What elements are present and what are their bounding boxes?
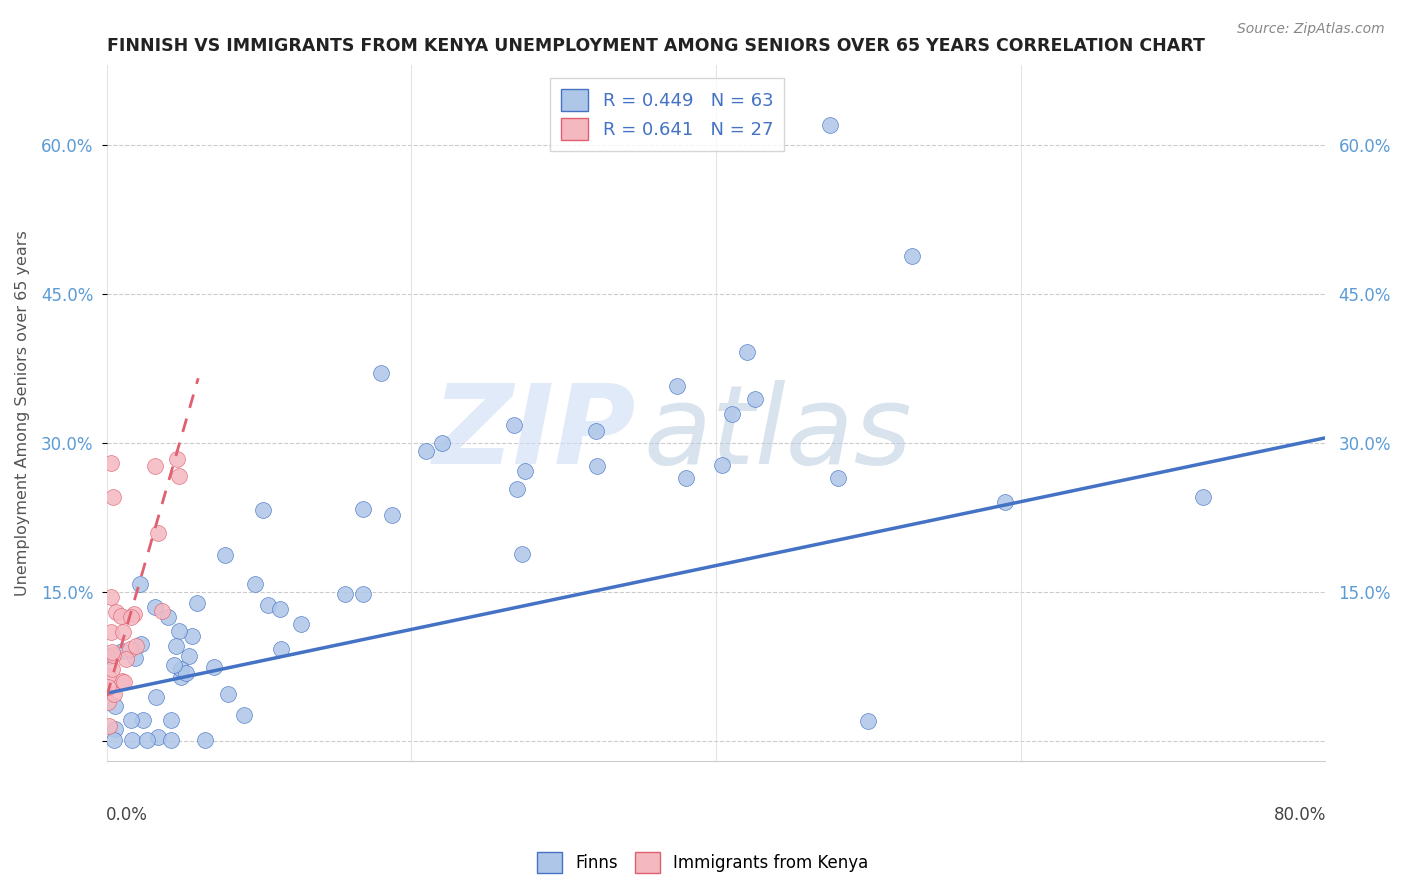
Point — [858, 714, 880, 728]
Point — [100, 625, 122, 640]
Point — [381, 508, 404, 522]
Point — [827, 470, 849, 484]
Point — [143, 459, 166, 474]
Point — [217, 687, 239, 701]
Point — [243, 577, 266, 591]
Point — [111, 643, 134, 657]
Point — [111, 674, 134, 689]
Point — [335, 586, 357, 600]
Point — [100, 456, 122, 470]
Point — [820, 118, 842, 132]
Point — [136, 733, 159, 747]
Point — [165, 640, 187, 654]
Point — [232, 708, 254, 723]
Point — [179, 649, 201, 664]
Point — [502, 418, 524, 433]
Point — [735, 344, 758, 359]
Point — [115, 651, 138, 665]
Point — [120, 610, 142, 624]
Point — [515, 465, 537, 479]
Point — [180, 629, 202, 643]
Point — [744, 392, 766, 407]
Point — [352, 587, 374, 601]
Point — [290, 617, 312, 632]
Point — [204, 660, 226, 674]
Point — [585, 458, 607, 473]
Point — [121, 733, 143, 747]
Text: FINNISH VS IMMIGRANTS FROM KENYA UNEMPLOYMENT AMONG SENIORS OVER 65 YEARS CORREL: FINNISH VS IMMIGRANTS FROM KENYA UNEMPLO… — [107, 37, 1205, 55]
Point — [166, 451, 188, 466]
Point — [105, 605, 128, 619]
Legend: R = 0.449   N = 63, R = 0.641   N = 27: R = 0.449 N = 63, R = 0.641 N = 27 — [550, 78, 785, 151]
Point — [148, 525, 170, 540]
Point — [145, 599, 167, 614]
Point — [103, 687, 125, 701]
Point — [110, 609, 132, 624]
Point — [167, 624, 190, 639]
Legend: Finns, Immigrants from Kenya: Finns, Immigrants from Kenya — [530, 846, 876, 880]
Point — [270, 641, 292, 656]
Point — [97, 695, 120, 709]
Point — [666, 379, 689, 393]
Point — [129, 636, 152, 650]
Point — [252, 503, 274, 517]
Point — [167, 468, 190, 483]
Point — [103, 648, 125, 662]
Point — [711, 458, 734, 472]
Point — [415, 444, 437, 458]
Point — [506, 482, 529, 496]
Point — [186, 596, 208, 610]
Point — [97, 680, 120, 694]
Point — [145, 690, 167, 704]
Point — [257, 598, 280, 612]
Point — [370, 366, 392, 380]
Text: atlas: atlas — [643, 380, 911, 487]
Point — [1192, 491, 1215, 505]
Text: Source: ZipAtlas.com: Source: ZipAtlas.com — [1237, 22, 1385, 37]
Point — [125, 639, 148, 653]
Point — [160, 733, 183, 747]
Point — [194, 733, 217, 747]
Point — [174, 666, 197, 681]
Point — [120, 713, 142, 727]
Point — [585, 424, 607, 438]
Point — [901, 249, 924, 263]
Point — [101, 662, 124, 676]
Point — [104, 699, 127, 714]
Point — [214, 548, 236, 562]
Point — [132, 714, 155, 728]
Point — [129, 576, 152, 591]
Point — [150, 604, 173, 618]
Point — [170, 662, 193, 676]
Point — [122, 607, 145, 621]
Point — [112, 675, 135, 690]
Point — [100, 590, 122, 604]
Point — [97, 669, 120, 683]
Point — [118, 641, 141, 656]
Point — [124, 651, 146, 665]
Point — [430, 435, 453, 450]
Point — [352, 502, 374, 516]
Point — [104, 722, 127, 736]
Text: ZIP: ZIP — [433, 380, 637, 487]
Point — [269, 601, 291, 615]
Point — [721, 407, 744, 421]
Point — [112, 624, 135, 639]
Point — [170, 670, 193, 684]
Y-axis label: Unemployment Among Seniors over 65 years: Unemployment Among Seniors over 65 years — [15, 230, 30, 596]
Text: 0.0%: 0.0% — [105, 806, 148, 824]
Point — [98, 648, 121, 663]
Point — [994, 495, 1017, 509]
Point — [160, 714, 183, 728]
Point — [101, 491, 124, 505]
Point — [157, 610, 180, 624]
Point — [163, 657, 186, 672]
Point — [146, 730, 169, 744]
Text: 80.0%: 80.0% — [1274, 806, 1326, 824]
Point — [675, 470, 697, 484]
Point — [98, 719, 121, 733]
Point — [103, 733, 125, 747]
Point — [510, 548, 533, 562]
Point — [100, 645, 122, 659]
